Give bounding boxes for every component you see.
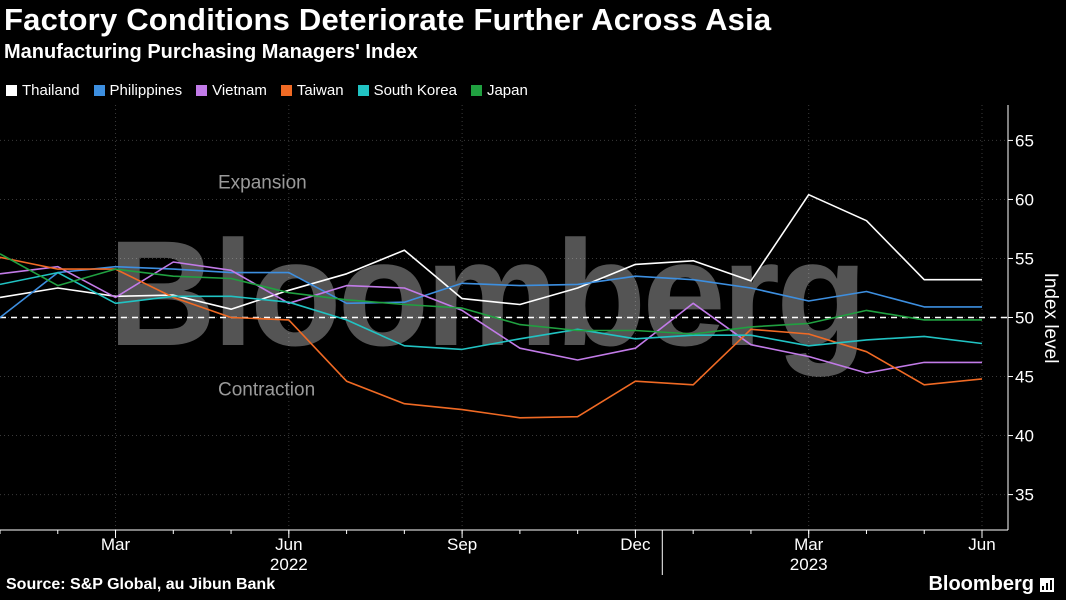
x-tick-label: Dec	[620, 535, 651, 554]
series-line-vietnam	[0, 261, 982, 374]
y-tick-label: 50	[1015, 309, 1034, 328]
x-tick-label: Jun	[275, 535, 302, 554]
legend-swatch	[6, 84, 17, 96]
legend-label: South Korea	[373, 81, 457, 99]
annotations: Expansion Contraction	[218, 173, 315, 401]
legend-swatch	[196, 84, 208, 96]
legend-swatch	[470, 84, 482, 96]
y-tick-label: 35	[1015, 486, 1034, 505]
brand-name: Bloomberg	[928, 573, 1034, 595]
annotation-expansion: Expansion	[218, 173, 307, 194]
legend-item-south-korea: South Korea	[357, 81, 457, 99]
legend-item-vietnam: Vietnam	[196, 81, 267, 99]
x-tick-label: Mar	[794, 535, 824, 554]
y-tick-label: 55	[1015, 249, 1034, 268]
bloomberg-watermark: Bloomberg	[108, 209, 864, 377]
brand-logo: Bloomberg	[928, 573, 1054, 596]
legend-swatch	[357, 84, 369, 96]
y-tick-label: 60	[1015, 190, 1034, 209]
legend-label: Vietnam	[212, 81, 267, 99]
series-line-thailand	[0, 193, 982, 311]
legend-label: Thailand	[22, 81, 80, 99]
legend-label: Taiwan	[296, 81, 344, 99]
y-tick-label: 40	[1015, 427, 1034, 446]
legend-item-philippines: Philippines	[93, 81, 183, 99]
legend-label: Philippines	[109, 81, 183, 99]
legend-label: Japan	[486, 81, 528, 99]
legend: Thailand Philippines Vietnam Taiwan South Ko…	[6, 81, 528, 99]
series-line-japan	[0, 253, 982, 335]
source-note: Source: S&P Global, au Jibun Bank	[6, 576, 276, 593]
chart-subtitle: Manufacturing Purchasing Managers' Index	[4, 41, 418, 63]
legend-swatch	[280, 84, 292, 96]
legend-item-thailand: Thailand	[6, 81, 80, 99]
y-tick-label: 65	[1015, 131, 1034, 150]
x-tick-label: Jun	[968, 535, 995, 554]
annotation-contraction: Contraction	[218, 379, 315, 400]
terminal-icon	[1040, 577, 1054, 592]
legend-swatch	[93, 84, 105, 96]
series-lines	[0, 193, 983, 419]
series-line-south-korea	[0, 271, 983, 351]
x-year-label: 2022	[270, 555, 308, 574]
y-axis-label: Index level	[1040, 273, 1061, 364]
chart-title: Factory Conditions Deteriorate Further A…	[4, 2, 772, 37]
x-tick-label: Sep	[447, 535, 477, 554]
series-line-taiwan	[0, 256, 983, 419]
axes: 35 40 45 50 55 60 65 Index level Mar Jun Sep Dec Mar…	[0, 105, 1061, 575]
x-year-label: 2023	[790, 555, 828, 574]
legend-item-japan: Japan	[470, 81, 528, 99]
y-tick-label: 45	[1015, 368, 1034, 387]
legend-item-taiwan: Taiwan	[280, 81, 344, 99]
x-tick-label: Mar	[101, 535, 131, 554]
